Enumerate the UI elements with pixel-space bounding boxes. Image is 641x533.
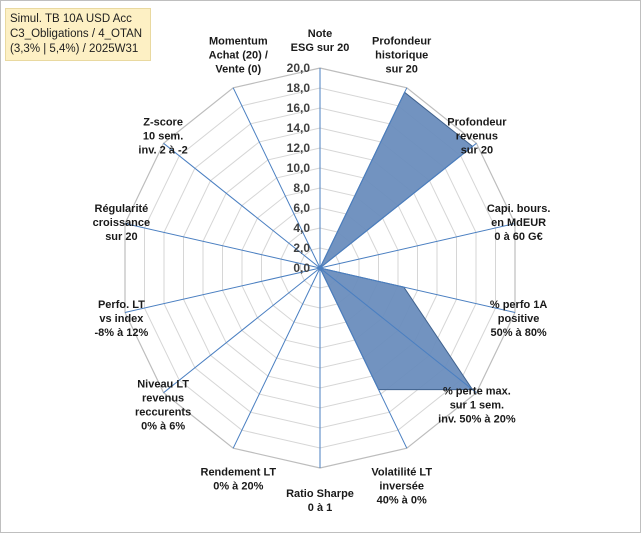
category-label: Momentum Achat (20) / Vente (0)	[209, 35, 268, 75]
category-label: Note ESG sur 20	[291, 28, 350, 54]
category-label: Z-score 10 sem. inv. 2 à -2	[138, 116, 187, 156]
axis-spoke	[319, 142, 477, 269]
axis-spoke	[319, 87, 408, 269]
axis-spoke	[232, 87, 321, 269]
category-label: % perte max. sur 1 sem. inv. 50% à 20%	[438, 386, 516, 426]
tick-label: 20,0	[287, 61, 311, 75]
category-label: Ratio Sharpe 0 à 1	[286, 488, 354, 514]
category-label: Profondeur historique sur 20	[372, 35, 432, 75]
category-label: Capi. bours. en MdEUR 0 à 60 G€	[487, 203, 551, 243]
category-label: Rendement LT 0% à 20%	[201, 467, 277, 493]
category-label: Profondeur revenus sur 20	[447, 116, 507, 156]
axis-spoke	[124, 223, 321, 269]
category-label: Perfo. LT vs index -8% à 12%	[94, 299, 148, 339]
title-line-2: C3_Obligations / 4_OTAN	[10, 28, 143, 40]
tick-label: 2,0	[293, 241, 310, 255]
chart-title-box: Simul. TB 10A USD Acc C3_Obligations / 4…	[5, 8, 151, 61]
axis-spoke	[319, 267, 408, 449]
title-line-3: (3,3% | 5,4%) / 2025W31	[10, 43, 139, 55]
tick-label: 14,0	[287, 121, 311, 135]
tick-label: 12,0	[287, 141, 311, 155]
tick-label: 0,0	[293, 261, 310, 275]
tick-label: 4,0	[293, 221, 310, 235]
tick-label: 16,0	[287, 101, 311, 115]
axis-spoke	[319, 223, 516, 269]
axis-spoke	[163, 267, 321, 394]
category-label: Volatilité LT inversée 40% à 0%	[371, 467, 432, 507]
category-label: Niveau LT revenus reccurents 0% à 6%	[135, 379, 191, 433]
data-area	[318, 91, 474, 391]
category-label: Régularité croissance sur 20	[93, 203, 150, 243]
axis-spoke	[319, 267, 477, 394]
axis-spoke	[232, 267, 321, 449]
tick-label: 18,0	[287, 81, 311, 95]
tick-label: 8,0	[293, 181, 310, 195]
tick-label: 6,0	[293, 201, 310, 215]
axis-spoke	[319, 267, 516, 313]
title-line-1: Simul. TB 10A USD Acc	[10, 13, 132, 25]
axis-spoke	[124, 267, 321, 313]
category-label: % perfo 1A positive 50% à 80%	[490, 299, 548, 339]
axis-spoke	[163, 142, 321, 269]
tick-label: 10,0	[287, 161, 311, 175]
